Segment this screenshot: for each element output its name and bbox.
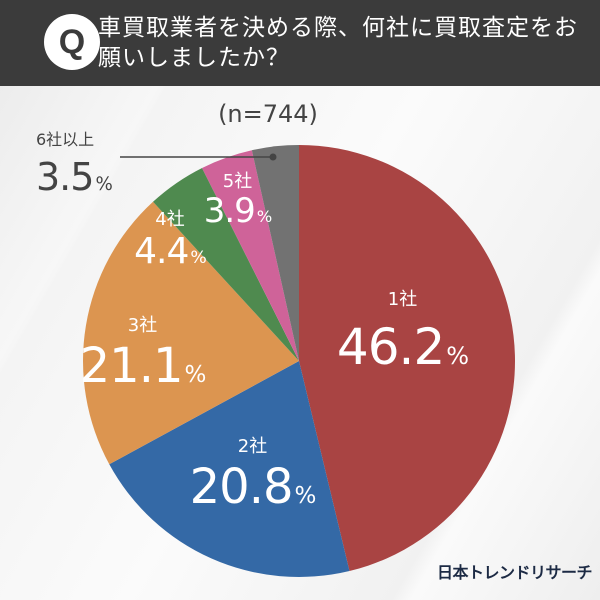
question-header: Q 車買取業者を決める際、何社に買取査定をお願いしましたか？ [0, 0, 600, 86]
slice-label-3: 3社 21.1% [79, 315, 207, 394]
source-logo: 日本トレンドリサーチ [437, 563, 593, 582]
pie-slice-3 [83, 201, 299, 465]
sample-size-label: (n=744) [218, 100, 318, 128]
pie-slice-6 [251, 145, 299, 361]
pie-slice-5 [202, 150, 299, 361]
slice-label-4: 4社 4.4% [134, 209, 207, 272]
callout-dot [269, 153, 277, 161]
slice-label-1: 1社 46.2% [336, 289, 469, 376]
slice-label-2: 2社 20.8% [189, 436, 317, 515]
pie-slice-1 [299, 145, 515, 572]
q-badge: Q [44, 14, 100, 70]
slice-label-6-plus: 6社以上 3.5% [36, 130, 113, 199]
pie-slice-2 [109, 361, 350, 577]
question-title: 車買取業者を決める際、何社に買取査定をお願いしましたか？ [98, 15, 578, 71]
pie-slice-4 [153, 167, 299, 361]
slice-label-5: 5社 3.9% [203, 171, 273, 231]
